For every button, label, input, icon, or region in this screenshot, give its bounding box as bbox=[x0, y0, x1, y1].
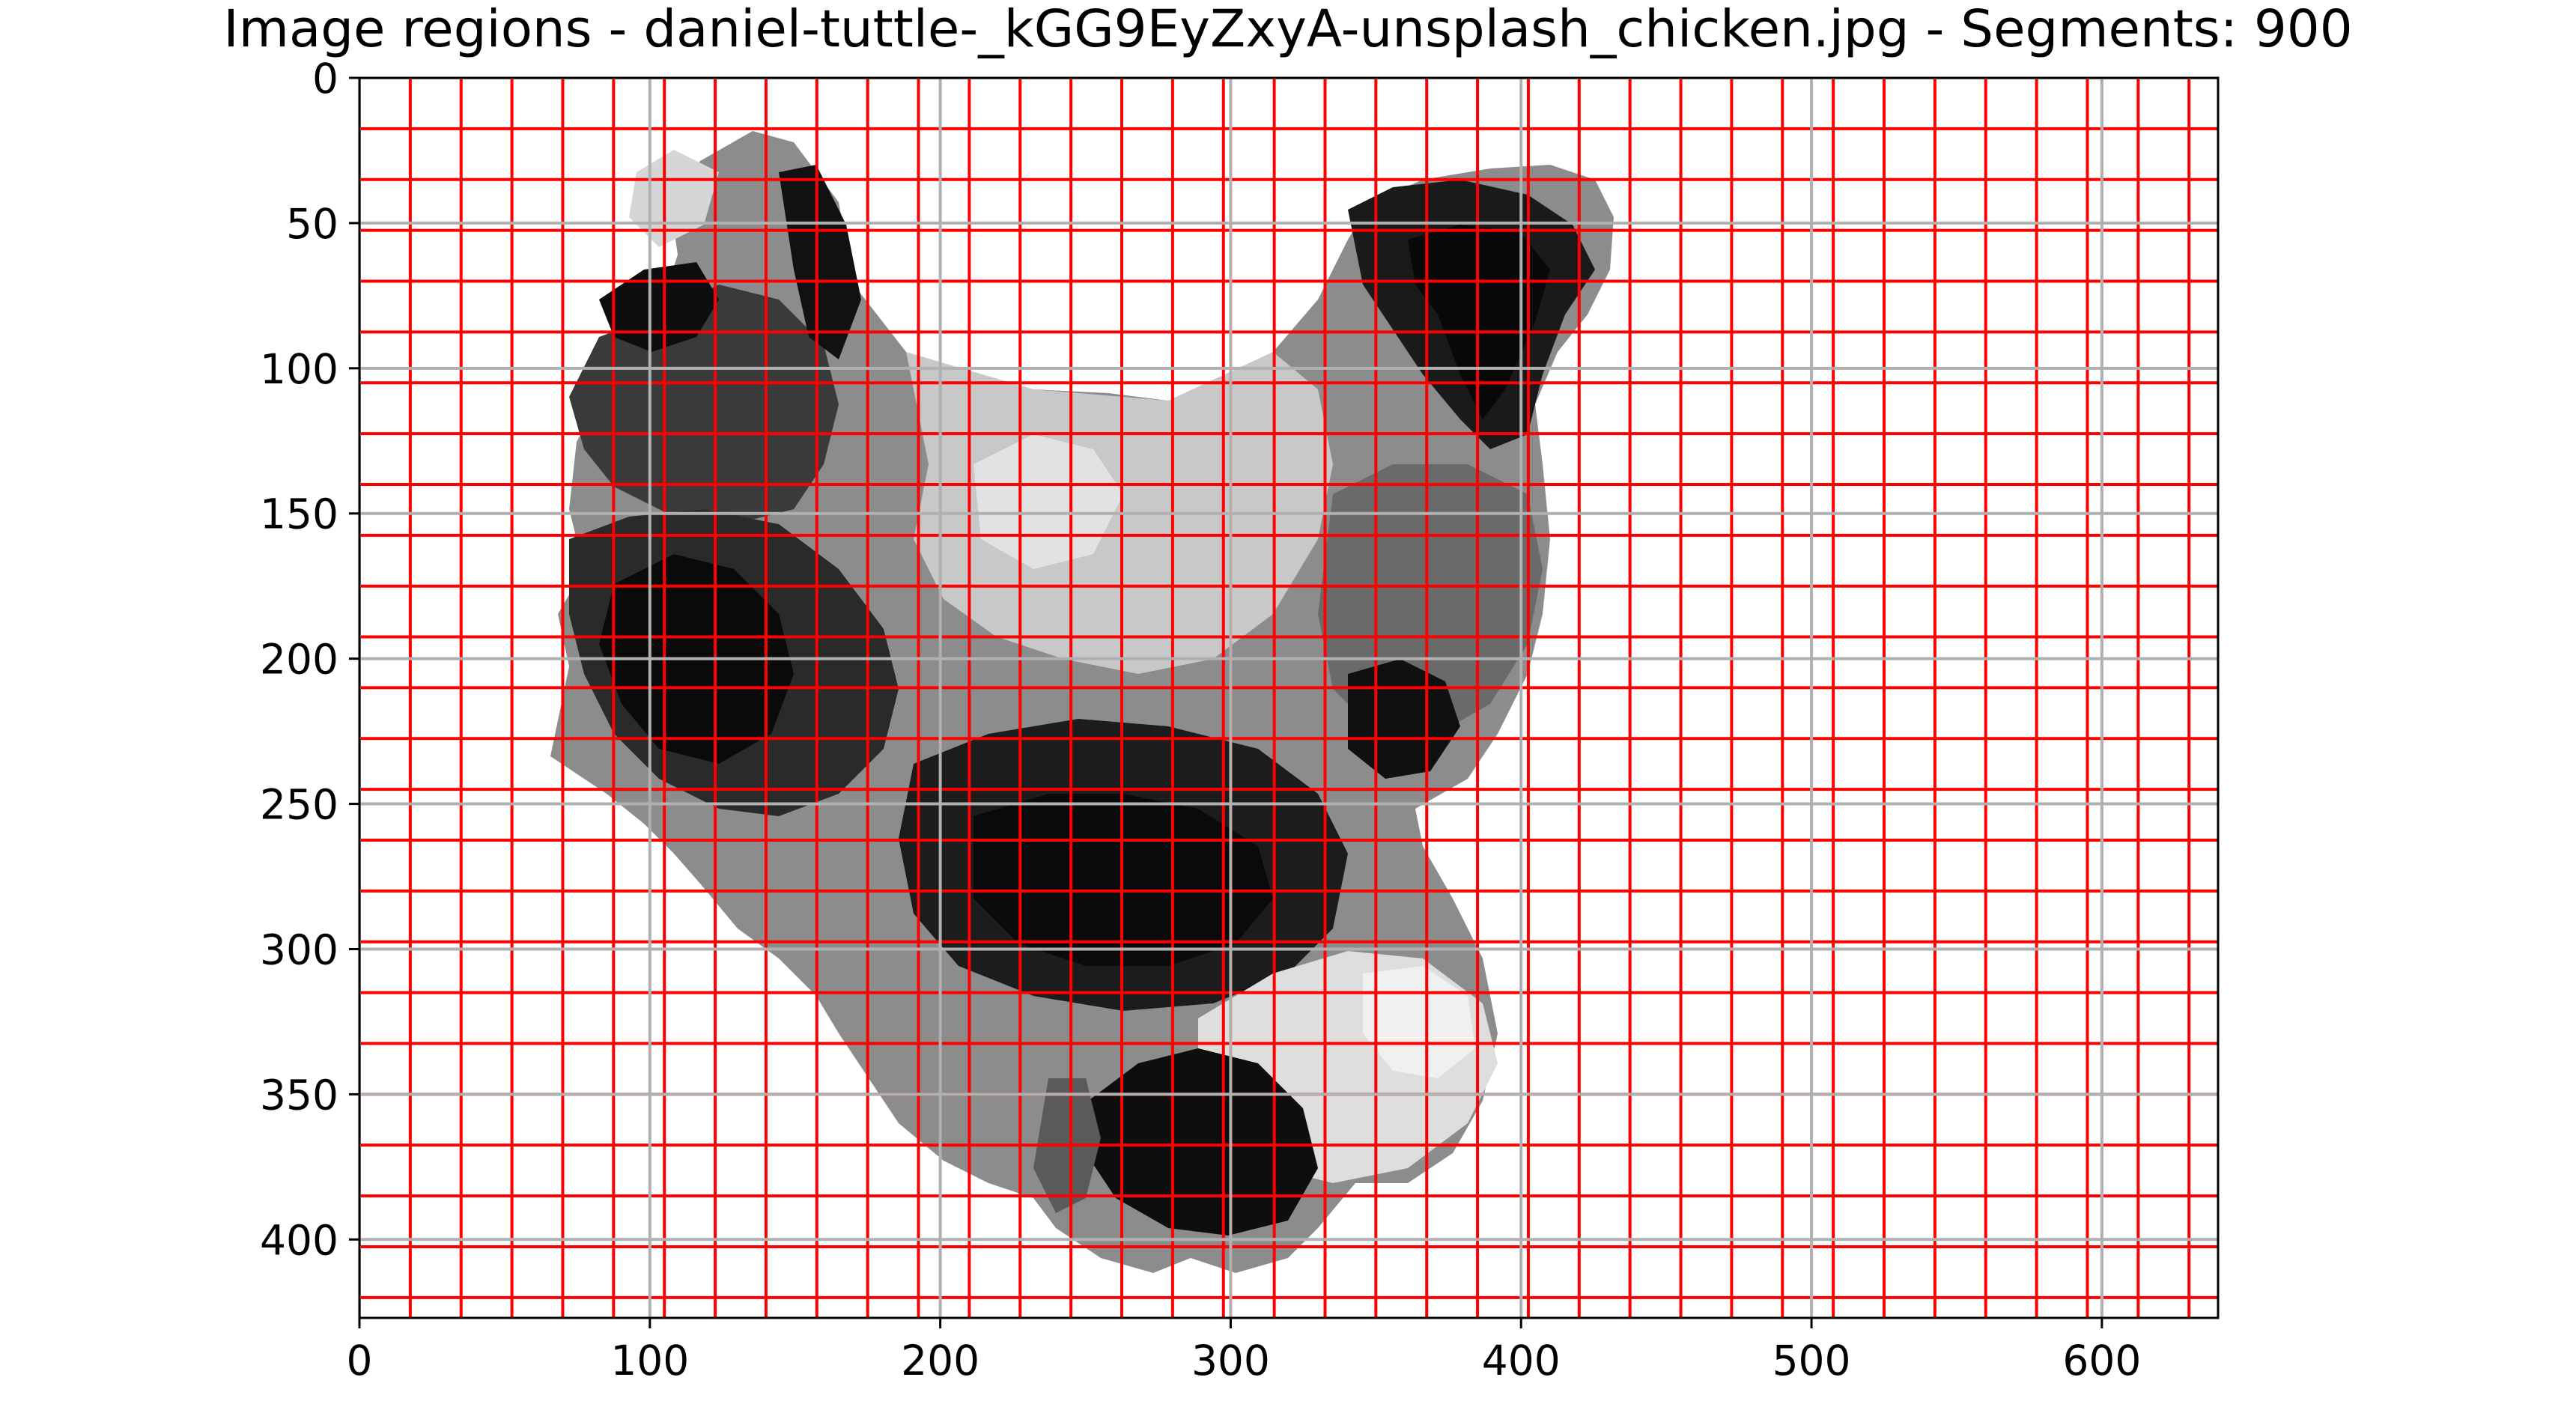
y-tick-label: 50 bbox=[286, 200, 338, 248]
y-tick-label: 400 bbox=[260, 1216, 338, 1264]
x-tick-label: 300 bbox=[1191, 1337, 1270, 1385]
x-tick-label: 400 bbox=[1482, 1337, 1561, 1385]
y-tick-label: 350 bbox=[260, 1071, 338, 1119]
y-tick-label: 200 bbox=[260, 636, 338, 684]
y-axis: 0 50 100 150 200 250 300 350 400 bbox=[260, 55, 359, 1264]
plot-area bbox=[359, 78, 2218, 1318]
grid-lines bbox=[359, 78, 2218, 1318]
chart-title: Image regions - daniel-tuttle-_kGG9EyZxy… bbox=[223, 0, 2352, 59]
x-tick-label: 200 bbox=[901, 1337, 979, 1385]
head-black-region bbox=[599, 262, 719, 352]
y-tick-label: 150 bbox=[260, 490, 338, 538]
plot-frame bbox=[358, 76, 2220, 1319]
x-tick-label: 500 bbox=[1772, 1337, 1851, 1385]
comb-dark-region bbox=[779, 165, 861, 359]
x-tick-label: 0 bbox=[347, 1337, 373, 1385]
y-tick-label: 0 bbox=[312, 55, 338, 103]
x-axis: 0 100 200 300 400 500 600 bbox=[347, 1318, 2141, 1385]
y-tick-label: 250 bbox=[260, 781, 338, 829]
x-tick-label: 100 bbox=[610, 1337, 689, 1385]
y-tick-label: 300 bbox=[260, 926, 338, 973]
y-tick-label: 100 bbox=[260, 345, 338, 393]
segment-boundaries bbox=[359, 78, 2218, 1318]
x-tick-label: 600 bbox=[2062, 1337, 2141, 1385]
